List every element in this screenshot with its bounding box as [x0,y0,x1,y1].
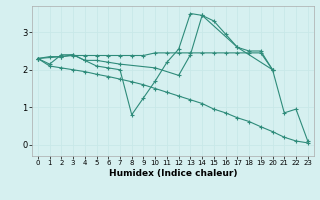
X-axis label: Humidex (Indice chaleur): Humidex (Indice chaleur) [108,169,237,178]
